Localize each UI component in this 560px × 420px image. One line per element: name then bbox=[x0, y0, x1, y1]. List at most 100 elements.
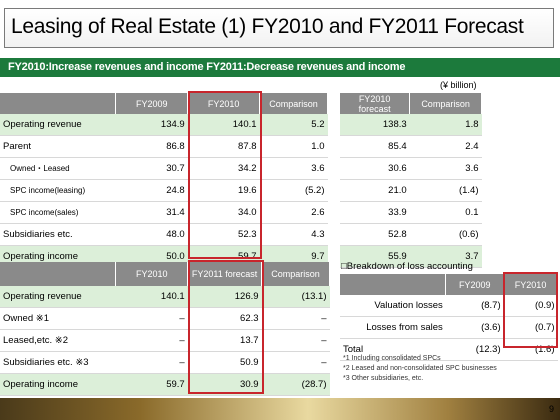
table-row: Losses from sales (3.6) (0.7) bbox=[340, 316, 558, 339]
row-label: Leased,etc. ※2 bbox=[0, 329, 116, 352]
page-title: Leasing of Real Estate (1) FY2010 and FY… bbox=[11, 15, 524, 38]
cell-value: (1.4) bbox=[409, 179, 482, 202]
cell-value: 24.8 bbox=[115, 179, 188, 202]
cell-value: 21.0 bbox=[340, 179, 410, 202]
cell-value: 5.2 bbox=[259, 114, 328, 136]
cell-value: 30.6 bbox=[340, 157, 410, 180]
table-header-row: FY2009 FY2010 bbox=[340, 274, 558, 295]
table-row: Valuation losses (8.7) (0.9) bbox=[340, 295, 558, 317]
footnotes: *1 Including consolidated SPCs *2 Leased… bbox=[343, 354, 497, 384]
row-label: Valuation losses bbox=[340, 295, 446, 317]
cell-value: (0.6) bbox=[409, 223, 482, 246]
row-label: Operating income bbox=[0, 373, 116, 396]
unit-label: (¥ billion) bbox=[440, 80, 477, 90]
cell-value: 50.9 bbox=[187, 351, 262, 374]
table-header-row: FY2010 forecast Comparison bbox=[340, 93, 482, 114]
header-cell: Comparison bbox=[409, 93, 482, 114]
cell-value: – bbox=[115, 307, 188, 330]
table-row: 52.8 (0.6) bbox=[340, 223, 482, 246]
cell-value: 138.3 bbox=[340, 114, 410, 136]
cell-value: 2.4 bbox=[409, 135, 482, 158]
cell-value: (0.7) bbox=[503, 316, 558, 339]
footnote: *3 Other subsidiaries, etc. bbox=[343, 375, 424, 382]
cell-value: 134.9 bbox=[115, 114, 188, 136]
cell-value: 59.7 bbox=[115, 373, 188, 396]
cell-value: 62.3 bbox=[187, 307, 262, 330]
row-label: Operating revenue bbox=[0, 286, 116, 308]
footnote: *2 Leased and non-consolidated SPC busin… bbox=[343, 365, 497, 372]
footnote: *1 Including consolidated SPCs bbox=[343, 355, 441, 362]
cell-value: (13.1) bbox=[261, 286, 330, 308]
table-row: 33.9 0.1 bbox=[340, 201, 482, 224]
loss-breakdown-table: FY2009 FY2010 Valuation losses (8.7) (0.… bbox=[340, 274, 558, 361]
header-cell: Comparison bbox=[259, 93, 328, 114]
cell-value: 0.1 bbox=[409, 201, 482, 224]
table-row: SPC income(sales) 31.4 34.0 2.6 bbox=[0, 201, 328, 224]
row-label: Losses from sales bbox=[340, 316, 446, 339]
table-row: Subsidiaries etc. ※3 – 50.9 – bbox=[0, 351, 330, 374]
forecast-comparison-table: FY2010 forecast Comparison 138.3 1.8 85.… bbox=[340, 93, 482, 268]
cell-value: 86.8 bbox=[115, 135, 188, 158]
table-row: Subsidiaries etc. 48.0 52.3 4.3 bbox=[0, 223, 328, 246]
cell-value: 85.4 bbox=[340, 135, 410, 158]
title-box: Leasing of Real Estate (1) FY2010 and FY… bbox=[4, 8, 554, 48]
table-row: Operating income 59.7 30.9 (28.7) bbox=[0, 373, 330, 396]
cell-value: – bbox=[261, 351, 330, 374]
row-label: SPC income(leasing) bbox=[0, 179, 116, 202]
table-row: Leased,etc. ※2 – 13.7 – bbox=[0, 329, 330, 352]
cell-value: 140.1 bbox=[115, 286, 188, 308]
header-cell: FY2010 forecast bbox=[340, 93, 411, 114]
cell-value: 52.8 bbox=[340, 223, 410, 246]
header-cell bbox=[0, 262, 117, 286]
cell-value: 19.6 bbox=[187, 179, 260, 202]
row-label: Total bbox=[340, 338, 446, 361]
table-header-row: FY2009 FY2010 Comparison bbox=[0, 93, 328, 114]
cell-value: 2.6 bbox=[259, 201, 328, 224]
cell-value: (12.3) bbox=[445, 338, 504, 361]
table-row: SPC income(leasing) 24.8 19.6 (5.2) bbox=[0, 179, 328, 202]
cell-value: 13.7 bbox=[187, 329, 262, 352]
table-row: 55.9 3.7 bbox=[340, 245, 482, 268]
header-cell: FY2010 bbox=[187, 93, 261, 114]
cell-value: 140.1 bbox=[187, 114, 260, 136]
table-row: 138.3 1.8 bbox=[340, 114, 482, 136]
cell-value: (3.6) bbox=[445, 316, 504, 339]
header-cell bbox=[340, 274, 447, 295]
cell-value: 4.3 bbox=[259, 223, 328, 246]
table-row: Owned ※1 – 62.3 – bbox=[0, 307, 330, 330]
cell-value: 30.9 bbox=[187, 373, 262, 396]
table-row: Parent 86.8 87.8 1.0 bbox=[0, 135, 328, 158]
header-cell bbox=[0, 93, 117, 114]
header-cell: Comparison bbox=[261, 262, 330, 286]
table-row: Owned・Leased 30.7 34.2 3.6 bbox=[0, 157, 328, 180]
cell-value: (5.2) bbox=[259, 179, 328, 202]
cell-value: (0.9) bbox=[503, 295, 558, 317]
cell-value: 52.3 bbox=[187, 223, 260, 246]
header-cell: FY2009 bbox=[115, 93, 189, 114]
cell-value: (8.7) bbox=[445, 295, 504, 317]
row-label: Owned・Leased bbox=[0, 157, 116, 180]
header-cell: FY2010 bbox=[115, 262, 189, 286]
cell-value: 1.8 bbox=[409, 114, 482, 136]
table-row: Operating revenue 140.1 126.9 (13.1) bbox=[0, 286, 330, 308]
cell-value: 33.9 bbox=[340, 201, 410, 224]
row-label: Parent bbox=[0, 135, 116, 158]
cell-value: 34.0 bbox=[187, 201, 260, 224]
table-row: 30.6 3.6 bbox=[340, 157, 482, 180]
cell-value: 3.6 bbox=[259, 157, 328, 180]
page-number: 9 bbox=[548, 404, 554, 414]
row-label: Operating revenue bbox=[0, 114, 116, 136]
cell-value: 34.2 bbox=[187, 157, 260, 180]
subtitle: FY2010:Increase revenues and income FY20… bbox=[8, 61, 406, 73]
header-cell: FY2009 bbox=[445, 274, 505, 295]
cell-value: – bbox=[261, 307, 330, 330]
row-label: Owned ※1 bbox=[0, 307, 116, 330]
cell-value: (1.6) bbox=[503, 338, 558, 361]
row-label: Subsidiaries etc. bbox=[0, 223, 116, 246]
cell-value: 48.0 bbox=[115, 223, 188, 246]
cell-value: (28.7) bbox=[261, 373, 330, 396]
fy2011-forecast-table: FY2010 FY2011 forecast Comparison Operat… bbox=[0, 262, 330, 396]
subtitle-bar: FY2010:Increase revenues and income FY20… bbox=[0, 58, 560, 77]
cell-value: 31.4 bbox=[115, 201, 188, 224]
table-row: 21.0 (1.4) bbox=[340, 179, 482, 202]
